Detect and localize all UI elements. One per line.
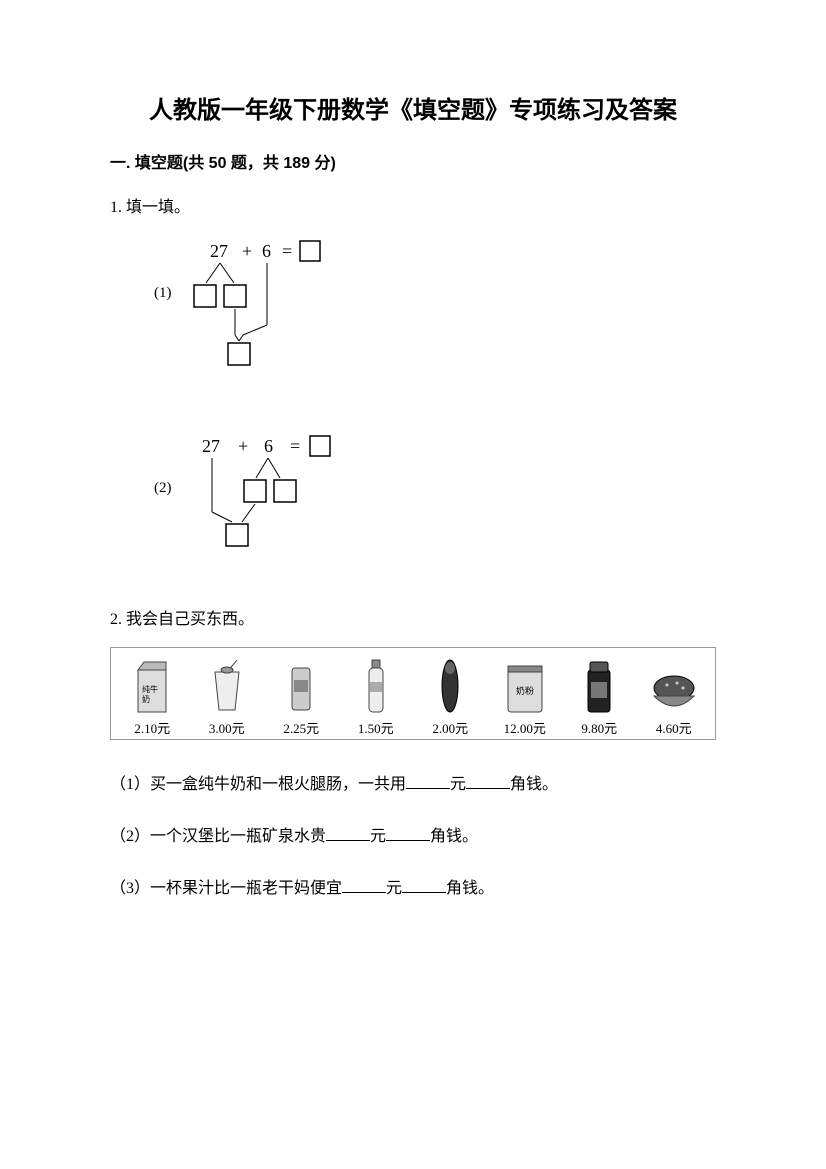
product-soda: 2.25元 [267, 654, 335, 737]
split2-right [274, 480, 296, 502]
q2-sub3-pre: （3）一杯果汁比一瓶老干妈便宜 [110, 880, 342, 897]
product-juice: 3.00元 [193, 654, 261, 737]
sum-box [228, 343, 250, 365]
expr-op: + [242, 241, 252, 261]
q1-svg-1: 27 + 6 = (1) [150, 235, 370, 395]
blank [326, 825, 370, 841]
q1-diagram-2: 27 + 6 = (2) [150, 430, 716, 575]
question-2-label: 2. 我会自己买东西。 [110, 605, 716, 629]
sausage-price: 2.00元 [432, 718, 468, 737]
section-header: 一. 填空题(共 50 题，共 189 分) [110, 149, 716, 173]
product-laoganma: 9.80元 [565, 654, 633, 737]
product-milkpowder: 奶粉 12.00元 [491, 654, 559, 737]
q2-sub2-mid: 元 [370, 828, 386, 845]
blank [466, 773, 510, 789]
q2-sub3-mid: 元 [386, 880, 402, 897]
q2-sub1-pre: （1）买一盒纯牛奶和一根火腿肠，一共用 [110, 776, 406, 793]
blank [342, 877, 386, 893]
split-box-right [224, 285, 246, 307]
q2-sub3: （3）一杯果汁比一瓶老干妈便宜 元 角钱。 [110, 874, 716, 898]
burger-icon [649, 654, 699, 716]
product-water: 1.50元 [342, 654, 410, 737]
expr-a: 27 [210, 241, 228, 261]
blank [406, 773, 450, 789]
svg-text:纯牛: 纯牛 [142, 684, 158, 694]
q1-sub1-label: (1) [154, 285, 172, 301]
sausage-icon [438, 654, 462, 716]
product-sausage: 2.00元 [416, 654, 484, 737]
q2-sub3-post: 角钱。 [446, 880, 494, 897]
question-1-label: 1. 填一填。 [110, 193, 716, 217]
result-box-2 [310, 436, 330, 456]
milk-icon: 纯牛奶 [134, 654, 170, 716]
q1-diagram-1: 27 + 6 = (1) [150, 235, 716, 400]
sum-box-2 [226, 524, 248, 546]
page-title: 人教版一年级下册数学《填空题》专项练习及答案 [110, 90, 716, 125]
split-box-left [194, 285, 216, 307]
blank [386, 825, 430, 841]
expr2-a: 27 [202, 436, 220, 456]
product-row: 纯牛奶 2.10元 3.00元 2.25元 1.50元 2.00元 奶粉 12.… [110, 647, 716, 740]
q2-sub2-pre: （2）一个汉堡比一瓶矿泉水贵 [110, 828, 326, 845]
water-icon [363, 654, 389, 716]
soda-price: 2.25元 [283, 718, 319, 737]
expr2-op: + [238, 436, 248, 456]
svg-text:奶粉: 奶粉 [516, 685, 534, 696]
soda-icon [286, 654, 316, 716]
q1-svg-2: 27 + 6 = (2) [150, 430, 370, 570]
milkpowder-price: 12.00元 [504, 718, 546, 737]
q2-sub1: （1）买一盒纯牛奶和一根火腿肠，一共用 元 角钱。 [110, 770, 716, 794]
milkpowder-icon: 奶粉 [504, 654, 546, 716]
result-box [300, 241, 320, 261]
laoganma-price: 9.80元 [581, 718, 617, 737]
split2-left [244, 480, 266, 502]
expr-eq: = [282, 241, 292, 261]
q2-sub2: （2）一个汉堡比一瓶矿泉水贵 元 角钱。 [110, 822, 716, 846]
q2-sub2-post: 角钱。 [430, 828, 478, 845]
blank [402, 877, 446, 893]
q2-sub1-mid: 元 [450, 776, 466, 793]
expr-b: 6 [262, 241, 271, 261]
q1-sub2-label: (2) [154, 480, 172, 496]
expr2-b: 6 [264, 436, 273, 456]
laoganma-icon [582, 654, 616, 716]
q2-sub1-post: 角钱。 [510, 776, 558, 793]
juice-icon [207, 654, 247, 716]
juice-price: 3.00元 [209, 718, 245, 737]
svg-text:奶: 奶 [142, 694, 150, 704]
milk-price: 2.10元 [134, 718, 170, 737]
expr2-eq: = [290, 436, 300, 456]
water-price: 1.50元 [358, 718, 394, 737]
burger-price: 4.60元 [656, 718, 692, 737]
product-milk: 纯牛奶 2.10元 [118, 654, 186, 737]
product-burger: 4.60元 [640, 654, 708, 737]
